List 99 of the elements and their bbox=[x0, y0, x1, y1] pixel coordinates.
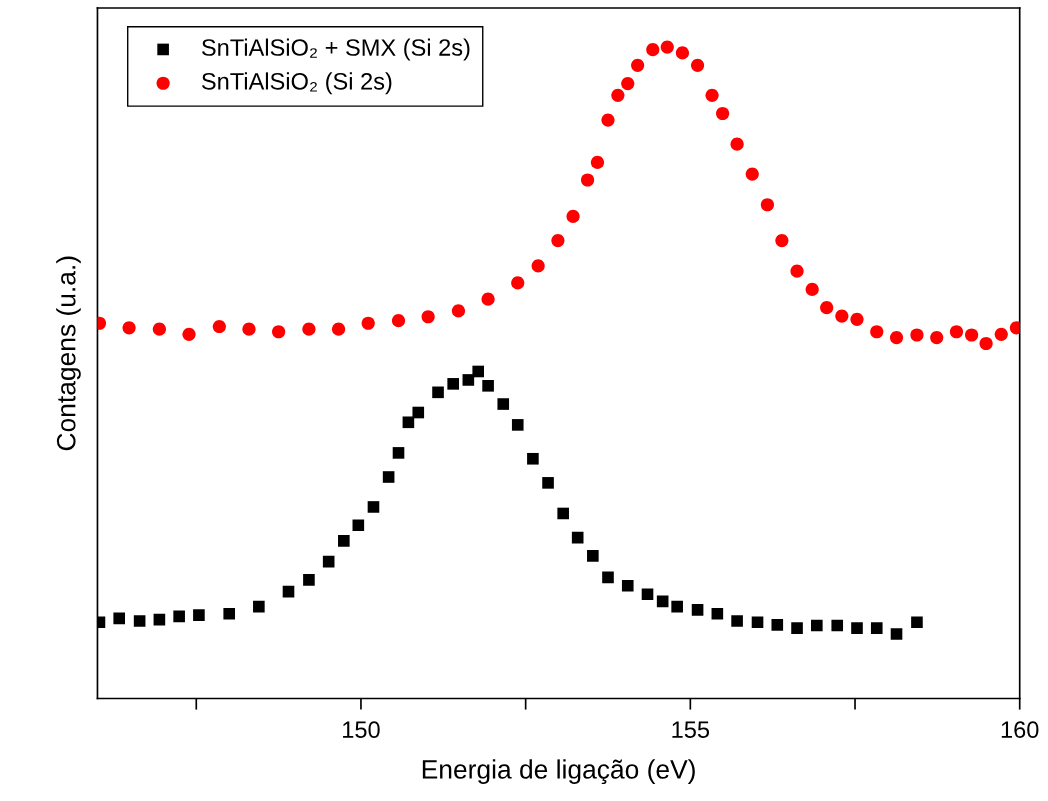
point bbox=[303, 574, 315, 586]
point bbox=[481, 292, 495, 306]
point bbox=[805, 282, 819, 296]
point bbox=[775, 233, 789, 248]
point bbox=[660, 40, 674, 54]
point bbox=[551, 233, 565, 248]
point bbox=[122, 321, 136, 335]
point bbox=[631, 58, 645, 72]
point bbox=[173, 610, 185, 623]
point bbox=[282, 585, 295, 598]
point bbox=[602, 571, 614, 584]
point bbox=[212, 319, 226, 334]
point bbox=[193, 609, 205, 621]
x-tick-label: 155 bbox=[672, 721, 710, 739]
point bbox=[482, 380, 494, 392]
point bbox=[447, 378, 459, 390]
point bbox=[811, 619, 823, 632]
point bbox=[382, 471, 395, 483]
point bbox=[646, 43, 660, 57]
point bbox=[497, 398, 510, 410]
point bbox=[621, 76, 635, 91]
point bbox=[791, 622, 803, 634]
point bbox=[831, 619, 844, 632]
point bbox=[462, 374, 475, 386]
y-axis-title: Contagens (u.a.) bbox=[56, 256, 81, 451]
point bbox=[965, 328, 979, 342]
point bbox=[790, 264, 804, 278]
point bbox=[870, 325, 884, 339]
point bbox=[870, 622, 883, 634]
point bbox=[751, 616, 764, 629]
point bbox=[542, 477, 554, 489]
point bbox=[601, 113, 615, 127]
point bbox=[835, 309, 849, 323]
x-tick-label: 160 bbox=[1001, 721, 1039, 739]
point bbox=[322, 555, 335, 568]
point bbox=[820, 301, 834, 315]
point bbox=[641, 588, 654, 601]
point bbox=[302, 322, 316, 336]
point bbox=[890, 628, 903, 640]
point bbox=[153, 613, 166, 626]
point bbox=[392, 447, 405, 459]
point bbox=[152, 322, 166, 336]
point bbox=[889, 331, 904, 345]
point bbox=[671, 600, 683, 613]
point bbox=[851, 622, 863, 634]
point bbox=[432, 386, 444, 399]
point bbox=[182, 327, 196, 341]
x-axis-title: Energia de ligação (eV) bbox=[422, 759, 695, 785]
point bbox=[367, 501, 380, 513]
point bbox=[730, 137, 744, 151]
point bbox=[511, 419, 524, 431]
point bbox=[527, 452, 539, 465]
point bbox=[994, 327, 1008, 341]
point bbox=[691, 604, 704, 616]
x-tick-label: 150 bbox=[343, 721, 380, 739]
point bbox=[451, 304, 466, 318]
point bbox=[979, 336, 993, 351]
point bbox=[611, 88, 625, 102]
point bbox=[745, 167, 759, 181]
point bbox=[412, 406, 425, 419]
point bbox=[949, 325, 964, 339]
point bbox=[272, 325, 286, 339]
point bbox=[531, 259, 545, 273]
point bbox=[566, 209, 580, 224]
point bbox=[253, 600, 265, 613]
point bbox=[705, 88, 719, 102]
point bbox=[113, 612, 126, 625]
point bbox=[690, 58, 705, 72]
point bbox=[587, 550, 599, 562]
point bbox=[352, 519, 365, 532]
point bbox=[511, 276, 525, 290]
point bbox=[133, 615, 146, 627]
point bbox=[760, 198, 774, 212]
point bbox=[911, 616, 923, 629]
point bbox=[621, 579, 634, 592]
point bbox=[771, 619, 784, 631]
point bbox=[850, 312, 864, 326]
point bbox=[242, 322, 256, 336]
point bbox=[223, 607, 236, 620]
point bbox=[910, 328, 924, 342]
point bbox=[421, 310, 435, 324]
point bbox=[402, 416, 415, 429]
point bbox=[590, 155, 605, 169]
legend-label: SnTiAlSiO₂ + SMX (Si 2s) bbox=[201, 38, 470, 61]
point bbox=[391, 314, 406, 328]
point bbox=[711, 607, 724, 620]
point bbox=[656, 595, 669, 608]
point bbox=[331, 322, 346, 336]
point bbox=[361, 316, 375, 330]
point bbox=[675, 46, 690, 60]
point bbox=[580, 173, 595, 187]
point bbox=[731, 615, 743, 627]
point bbox=[472, 365, 485, 378]
point bbox=[338, 535, 350, 547]
point bbox=[716, 106, 730, 121]
point bbox=[930, 331, 944, 345]
legend-label: SnTiAlSiO₂ (Si 2s) bbox=[201, 72, 392, 95]
point bbox=[557, 507, 570, 520]
point bbox=[571, 531, 584, 544]
